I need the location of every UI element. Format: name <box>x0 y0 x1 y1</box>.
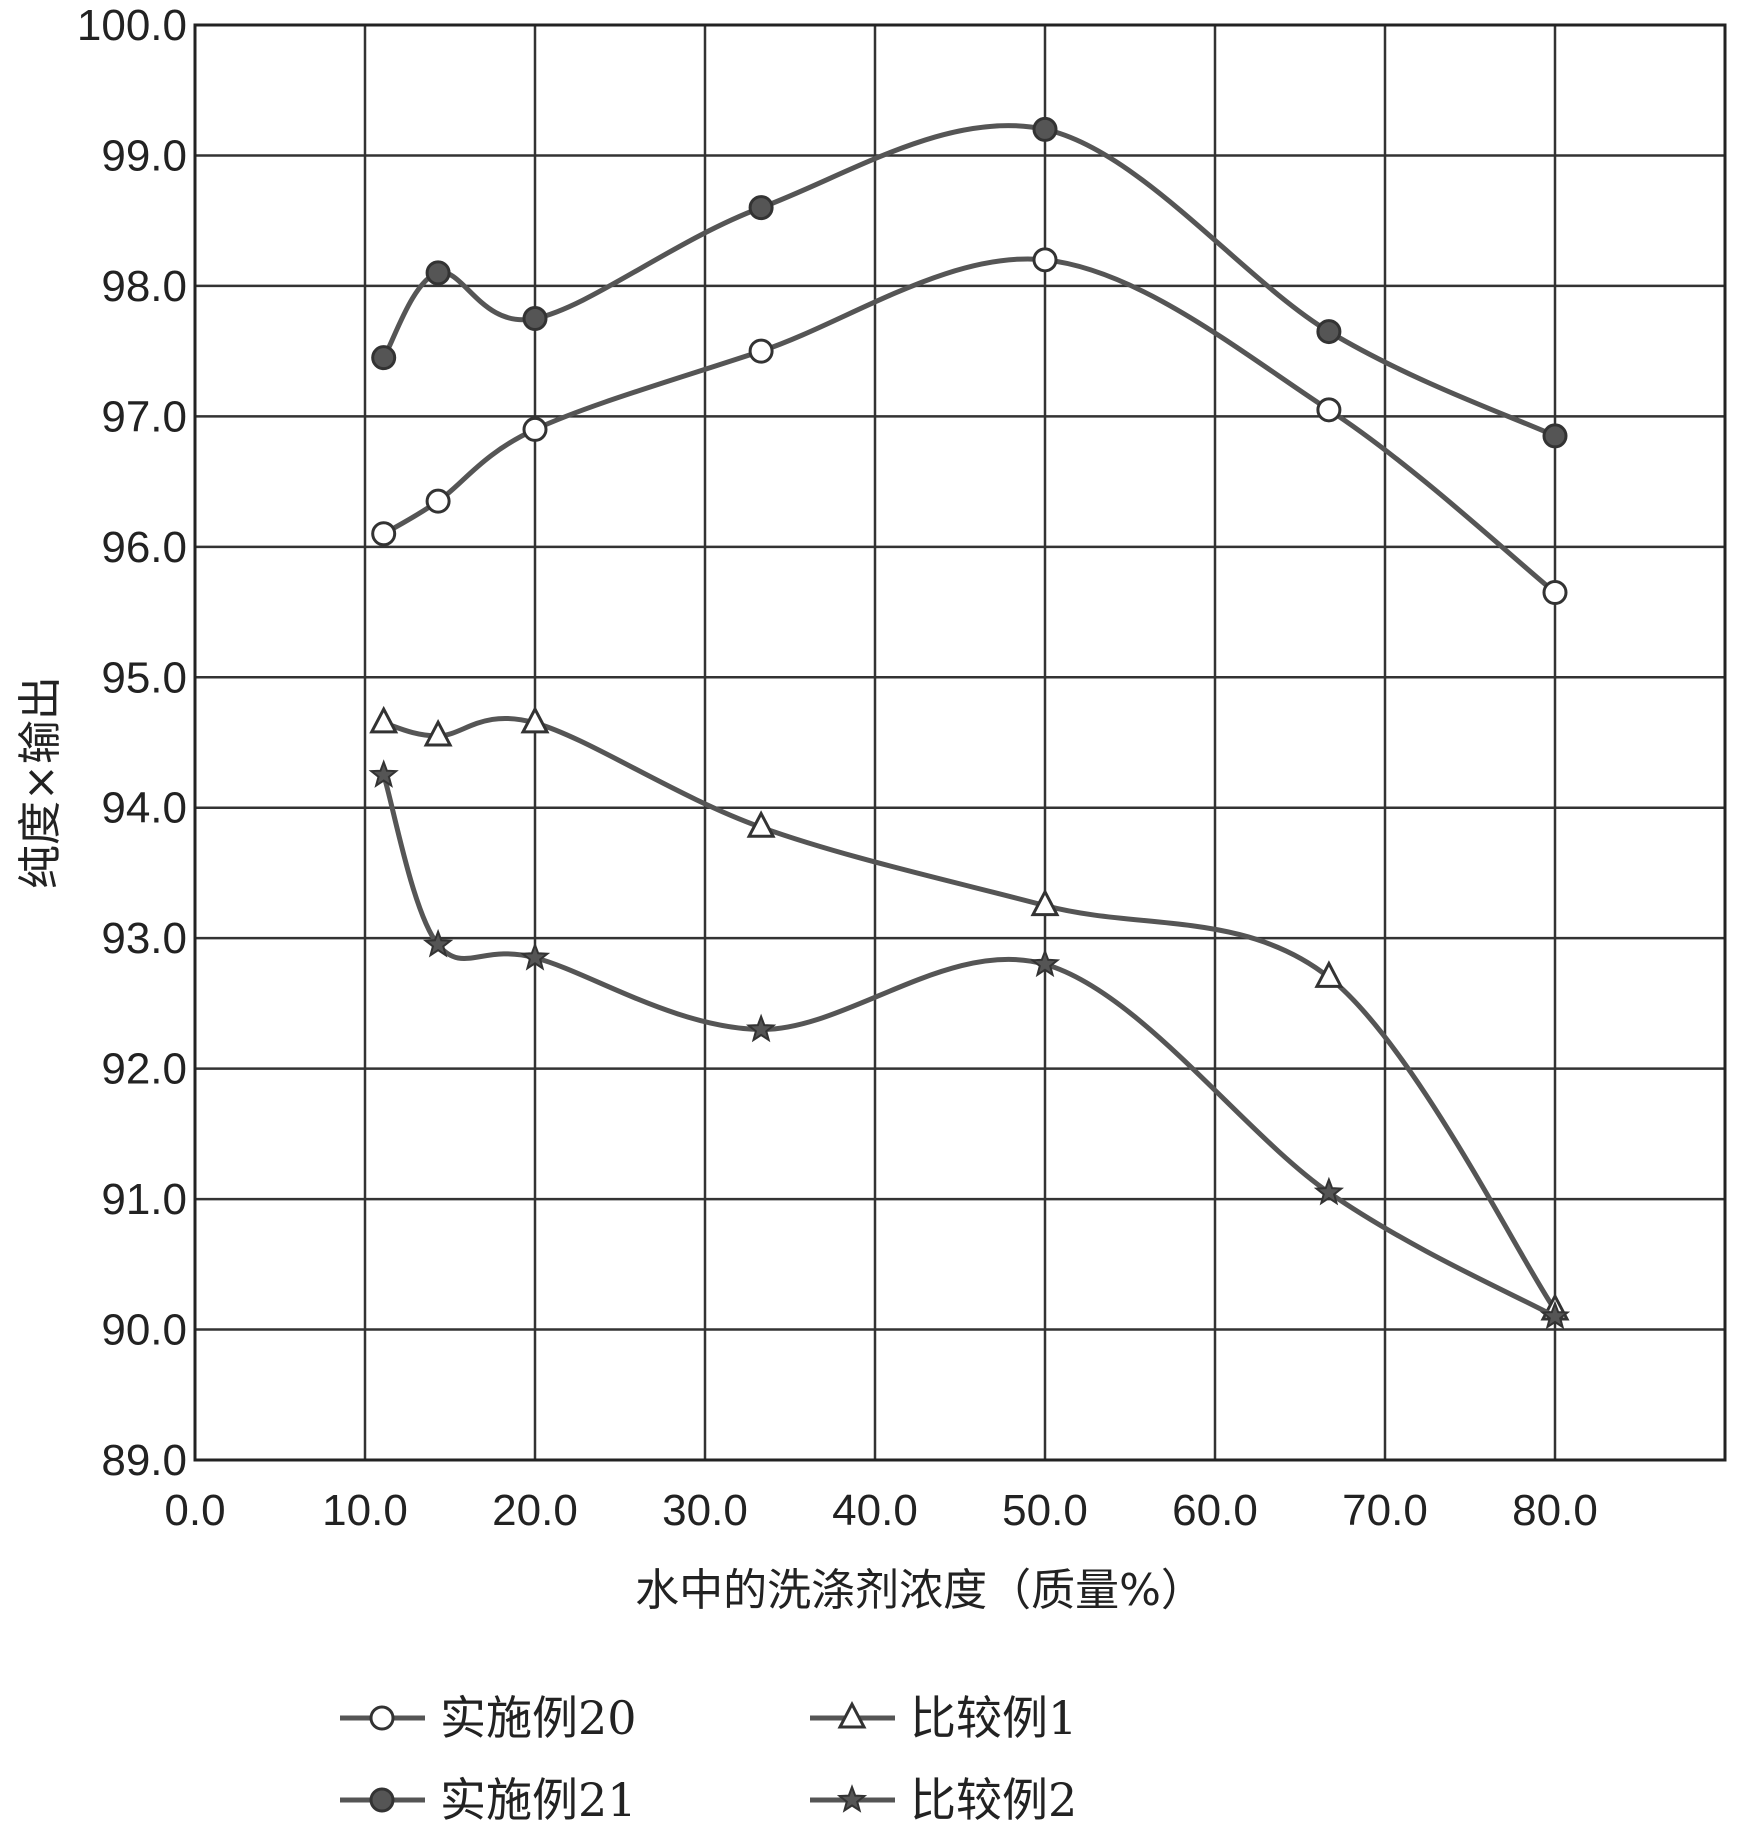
x-tick-label: 50.0 <box>1002 1486 1088 1535</box>
legend: 实施例20 实施例21 比较例1 比较例2 <box>340 1691 1077 1827</box>
data-point <box>423 718 453 747</box>
y-tick-label: 96.0 <box>101 523 187 572</box>
series-line <box>382 256 1557 595</box>
y-tick-label: 91.0 <box>101 1175 187 1224</box>
y-tick-label: 99.0 <box>101 131 187 180</box>
tick-labels: 0.0 10.0 20.0 30.0 40.0 50.0 60.0 70.0 80.0 89.0 9… <box>77 1 1598 1535</box>
x-tick-label: 70.0 <box>1342 1486 1428 1535</box>
data-point <box>522 306 548 332</box>
data-point <box>519 941 551 971</box>
legend-label-example-21: 实施例21 <box>440 1773 637 1827</box>
data-point <box>745 1013 777 1043</box>
data-point <box>371 345 397 371</box>
legend-swatch-marker <box>369 1787 395 1813</box>
data-point <box>368 759 399 788</box>
legend-swatch-example-20 <box>340 1705 425 1731</box>
x-tick-label: 30.0 <box>662 1486 748 1535</box>
series-4 <box>368 759 1571 1330</box>
y-tick-label: 97.0 <box>101 392 187 441</box>
data-point <box>1542 579 1568 605</box>
data-point <box>746 810 776 838</box>
x-tick-label: 0.0 <box>164 1486 225 1535</box>
x-tick-label: 40.0 <box>832 1486 918 1535</box>
series-2 <box>371 116 1568 449</box>
legend-label-comparative-2: 比较例2 <box>910 1773 1077 1827</box>
series-group <box>368 116 1571 1330</box>
data-point <box>1314 960 1344 988</box>
data-point <box>522 416 548 442</box>
legend-swatch-example-21 <box>340 1787 425 1813</box>
data-point <box>1316 319 1342 345</box>
data-point <box>371 521 397 547</box>
y-axis-title: 纯度×输出 <box>15 676 66 889</box>
y-tick-label: 94.0 <box>101 784 187 833</box>
data-point <box>1029 948 1061 978</box>
series-line <box>381 123 1557 439</box>
legend-item-example-20: 实施例20 <box>340 1691 637 1745</box>
y-tick-label: 89.0 <box>101 1436 187 1485</box>
legend-swatch-marker <box>836 1784 868 1813</box>
data-point <box>1032 116 1058 142</box>
series-line <box>381 774 1557 1319</box>
data-point <box>748 338 774 364</box>
data-point <box>1542 423 1568 449</box>
data-point <box>422 928 454 958</box>
x-axis-title: 水中的洗涤剂浓度（质量%） <box>635 1565 1205 1616</box>
x-tick-label: 20.0 <box>492 1486 578 1535</box>
series-1 <box>371 247 1568 605</box>
y-tick-label: 90.0 <box>101 1306 187 1355</box>
data-point <box>520 705 550 734</box>
y-tick-label: 98.0 <box>101 262 187 311</box>
legend-swatch-marker <box>369 1705 395 1731</box>
legend-swatch-marker <box>837 1700 867 1729</box>
y-tick-label: 92.0 <box>101 1045 187 1094</box>
plot-frame <box>193 23 1727 1462</box>
y-tick-label: 100.0 <box>77 1 187 50</box>
legend-label-example-20: 实施例20 <box>440 1691 637 1745</box>
data-point <box>1032 247 1058 273</box>
data-point <box>1316 397 1342 423</box>
data-point <box>1030 888 1060 917</box>
legend-item-comparative-1: 比较例1 <box>810 1691 1077 1745</box>
data-point <box>748 195 774 221</box>
series-3 <box>369 705 1570 1321</box>
legend-swatch-comparative-1 <box>810 1700 895 1729</box>
data-point <box>369 705 399 734</box>
y-tick-label: 93.0 <box>101 914 187 963</box>
series-line <box>383 716 1558 1312</box>
legend-label-comparative-1: 比较例1 <box>910 1691 1077 1745</box>
data-point <box>425 260 451 286</box>
data-point <box>425 488 451 514</box>
legend-swatch-comparative-2 <box>810 1784 895 1813</box>
x-tick-label: 60.0 <box>1172 1486 1258 1535</box>
data-point <box>1539 1300 1571 1330</box>
grid <box>193 23 1727 1462</box>
y-tick-label: 95.0 <box>101 653 187 702</box>
x-tick-label: 10.0 <box>322 1486 408 1535</box>
legend-item-example-21: 实施例21 <box>340 1773 637 1827</box>
data-point <box>1313 1176 1344 1206</box>
legend-item-comparative-2: 比较例2 <box>810 1773 1077 1827</box>
x-tick-label: 80.0 <box>1512 1486 1598 1535</box>
